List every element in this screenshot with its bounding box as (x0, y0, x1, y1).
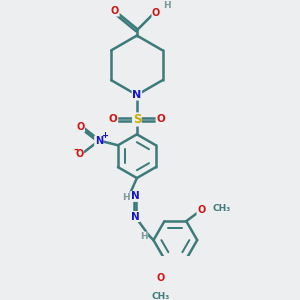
Text: O: O (109, 115, 118, 124)
Text: H: H (123, 193, 130, 202)
Text: H: H (140, 232, 148, 241)
Text: N: N (131, 212, 140, 221)
Text: N: N (95, 136, 103, 146)
Text: O: O (111, 6, 119, 16)
Text: O: O (75, 149, 84, 159)
Text: H: H (163, 1, 170, 10)
Text: O: O (157, 273, 165, 283)
Text: O: O (197, 205, 205, 215)
Text: O: O (156, 115, 165, 124)
Text: -: - (74, 145, 78, 155)
Text: O: O (76, 122, 85, 132)
Text: N: N (132, 90, 142, 100)
Text: +: + (101, 131, 108, 140)
Text: CH₃: CH₃ (212, 204, 231, 213)
Text: O: O (152, 8, 160, 18)
Text: CH₃: CH₃ (152, 292, 170, 300)
Text: N: N (131, 191, 140, 201)
Text: S: S (133, 113, 141, 126)
